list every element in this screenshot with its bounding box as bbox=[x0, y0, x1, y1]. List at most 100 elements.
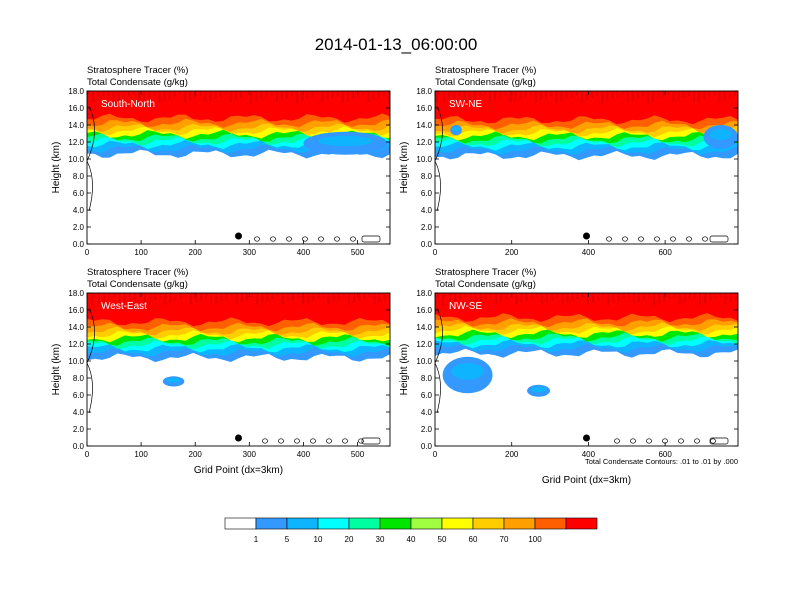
panel-2: Stratosphere Tracer (%)Total Condensate … bbox=[399, 65, 739, 257]
top-speckle bbox=[494, 91, 497, 100]
top-speckle bbox=[285, 91, 288, 98]
tracer-blob-core-0 bbox=[318, 135, 373, 147]
plot-frame bbox=[434, 90, 739, 245]
y-tick-label: 0.0 bbox=[421, 442, 433, 451]
top-speckle bbox=[436, 293, 439, 298]
top-speckle bbox=[677, 91, 680, 100]
top-speckle bbox=[698, 91, 701, 101]
top-speckle bbox=[138, 293, 141, 297]
top-speckle bbox=[169, 293, 172, 303]
top-speckle bbox=[256, 293, 259, 305]
top-speckle bbox=[144, 293, 146, 304]
top-speckle bbox=[98, 293, 101, 304]
top-speckle bbox=[266, 293, 269, 301]
top-speckle bbox=[316, 91, 319, 95]
x-tick-label: 600 bbox=[658, 248, 672, 257]
top-speckle bbox=[214, 91, 217, 99]
top-speckle bbox=[367, 91, 370, 102]
top-speckle bbox=[382, 91, 385, 96]
top-speckle bbox=[291, 91, 293, 96]
top-speckle bbox=[102, 91, 105, 98]
y-tick-label: 6.0 bbox=[73, 189, 85, 198]
top-speckle bbox=[275, 91, 278, 102]
top-speckle bbox=[734, 293, 737, 300]
top-speckle bbox=[581, 293, 584, 297]
top-speckle bbox=[326, 91, 329, 100]
y-tick-label: 18.0 bbox=[68, 87, 84, 96]
top-speckle bbox=[276, 293, 279, 297]
top-speckle bbox=[612, 293, 615, 303]
top-speckle bbox=[93, 293, 95, 297]
top-speckle bbox=[163, 91, 166, 101]
top-speckle bbox=[474, 293, 477, 303]
panels: Stratosphere Tracer (%)Total Condensate … bbox=[51, 65, 739, 486]
contour-ring bbox=[326, 438, 332, 444]
top-speckle bbox=[626, 91, 629, 102]
y-axis-label: Height (km) bbox=[399, 344, 410, 396]
top-speckle bbox=[306, 91, 309, 99]
footnote: Total Condensate Contours: .01 to .01 by… bbox=[585, 457, 738, 466]
top-speckle bbox=[260, 91, 263, 99]
top-speckle bbox=[596, 91, 599, 96]
y-tick-label: 16.0 bbox=[416, 306, 432, 315]
panel-3: Stratosphere Tracer (%)Total Condensate … bbox=[51, 267, 391, 476]
top-speckle bbox=[195, 293, 197, 302]
y-axis-label: Height (km) bbox=[51, 344, 62, 396]
y-tick-label: 10.0 bbox=[68, 155, 84, 164]
top-speckle bbox=[336, 91, 339, 96]
top-speckle bbox=[479, 293, 482, 301]
top-speckle bbox=[331, 91, 334, 98]
top-speckle bbox=[647, 91, 650, 103]
top-speckle bbox=[87, 91, 89, 95]
top-speckle bbox=[113, 293, 116, 298]
top-speckle bbox=[601, 91, 604, 103]
contour-line-left bbox=[435, 105, 443, 212]
y-tick-label: 12.0 bbox=[416, 340, 432, 349]
location-marker bbox=[235, 232, 242, 240]
top-speckle bbox=[453, 91, 456, 98]
top-speckle bbox=[687, 91, 690, 96]
top-speckle bbox=[530, 293, 533, 299]
top-speckle bbox=[164, 293, 167, 305]
tracer-blob-core-1 bbox=[452, 126, 460, 132]
top-speckle bbox=[509, 91, 512, 103]
top-speckle bbox=[441, 293, 444, 305]
top-speckle bbox=[611, 91, 614, 99]
top-speckle bbox=[586, 293, 589, 304]
top-speckle bbox=[519, 91, 522, 99]
contour-ring bbox=[622, 236, 628, 242]
top-speckle bbox=[454, 293, 457, 302]
contour-box-right bbox=[709, 235, 729, 243]
top-speckle bbox=[724, 293, 727, 304]
x-tick-label: 0 bbox=[433, 450, 438, 459]
top-speckle bbox=[571, 293, 574, 301]
top-speckle bbox=[682, 91, 685, 98]
contour-ring bbox=[614, 438, 620, 444]
y-tick-label: 16.0 bbox=[68, 306, 84, 315]
top-speckle bbox=[652, 91, 655, 101]
top-speckle bbox=[688, 293, 691, 300]
y-tick-label: 18.0 bbox=[416, 289, 432, 298]
top-speckle bbox=[358, 293, 361, 301]
top-speckle bbox=[168, 91, 171, 99]
top-speckle bbox=[642, 91, 644, 96]
top-speckle bbox=[515, 293, 518, 305]
top-speckle bbox=[591, 293, 594, 302]
panel-1: Stratosphere Tracer (%)Total Condensate … bbox=[51, 65, 391, 257]
colorbar-swatch bbox=[472, 517, 505, 530]
x-tick-label: 0 bbox=[433, 248, 438, 257]
y-tick-label: 6.0 bbox=[421, 391, 433, 400]
top-speckle bbox=[312, 293, 315, 301]
x-tick-label: 200 bbox=[189, 450, 203, 459]
x-tick-label: 0 bbox=[85, 450, 90, 459]
y-tick-label: 8.0 bbox=[421, 374, 433, 383]
x-tick-label: 200 bbox=[505, 450, 519, 459]
top-speckle bbox=[489, 293, 492, 297]
top-speckle bbox=[261, 293, 264, 303]
top-speckle bbox=[468, 91, 471, 101]
top-speckle bbox=[602, 293, 605, 298]
top-speckle bbox=[668, 293, 671, 299]
y-tick-label: 2.0 bbox=[73, 425, 85, 434]
colorbar-swatch bbox=[565, 517, 598, 530]
top-speckle bbox=[499, 91, 502, 98]
